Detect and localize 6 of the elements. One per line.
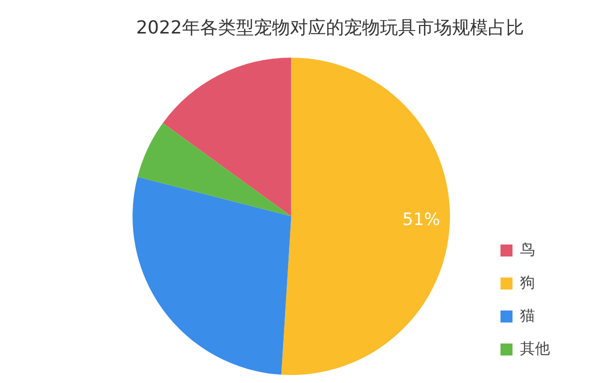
legend-label: 鸟 bbox=[520, 240, 535, 258]
data-label: 51% bbox=[402, 210, 440, 230]
legend-label: 狗 bbox=[520, 273, 535, 292]
chart-title: 2022年各类型宠物对应的宠物玩具市场规模占比 bbox=[136, 17, 524, 38]
legend-label: 猫 bbox=[520, 306, 535, 324]
legend-label: 其他 bbox=[520, 339, 550, 358]
